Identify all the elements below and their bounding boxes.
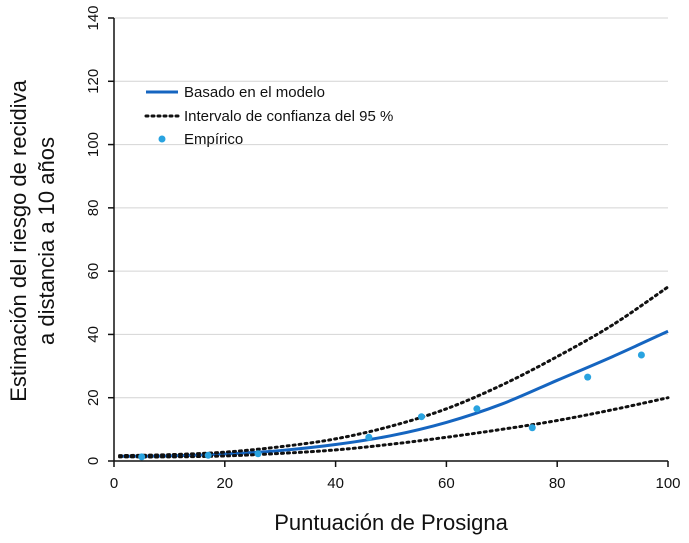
y-tick-label-7: 140 [85,5,102,30]
legend-swatch-empirical [158,135,166,143]
series-ci-lower [118,396,670,459]
empirical-point-4 [417,413,425,421]
series-model-line [119,329,669,458]
x-tick-label-4: 80 [549,475,566,492]
axes [113,18,668,462]
x-tick-label-0: 0 [110,475,118,492]
y-tick-label-6: 120 [85,69,102,94]
y-tick-label-1: 20 [85,389,102,406]
series-layer [118,285,670,461]
x-tick-label-2: 40 [327,475,344,492]
empirical-point-7 [584,373,592,381]
ticks: 0 20 40 60 80 100 120 140 0 20 40 60 80 100 [85,5,681,492]
x-tick-label-1: 20 [216,475,233,492]
empirical-point-3 [365,433,373,441]
y-tick-label-3: 60 [85,263,102,280]
y-tick-label-0: 0 [85,457,102,465]
grid-lines [114,17,668,399]
y-axis-title-line-2: a distancia a 10 años [34,137,59,345]
series-ci-upper [118,285,670,458]
empirical-point-8 [637,351,645,359]
x-tick-label-3: 60 [438,475,455,492]
y-axis-title: Estimación del riesgo de recidiva a dist… [6,79,59,401]
y-tick-label-2: 40 [85,326,102,343]
legend: Basado en el modelo Intervalo de confian… [144,84,393,148]
x-tick-label-5: 100 [655,475,680,492]
legend-label-empirical: Empírico [184,131,243,148]
legend-label-ci: Intervalo de confianza del 95 % [184,108,393,125]
y-axis-title-line-1: Estimación del riesgo de recidiva [6,79,31,401]
x-axis-title: Puntuación de Prosigna [274,510,508,535]
empirical-point-2 [254,450,262,458]
y-tick-label-4: 80 [85,200,102,217]
empirical-point-1 [204,451,212,459]
empirical-point-5 [473,405,481,413]
empirical-point-0 [138,453,146,461]
y-tick-label-5: 100 [85,132,102,157]
empirical-point-6 [528,424,536,432]
legend-label-model: Basado en el modelo [184,84,325,101]
series-empirical [138,351,645,461]
